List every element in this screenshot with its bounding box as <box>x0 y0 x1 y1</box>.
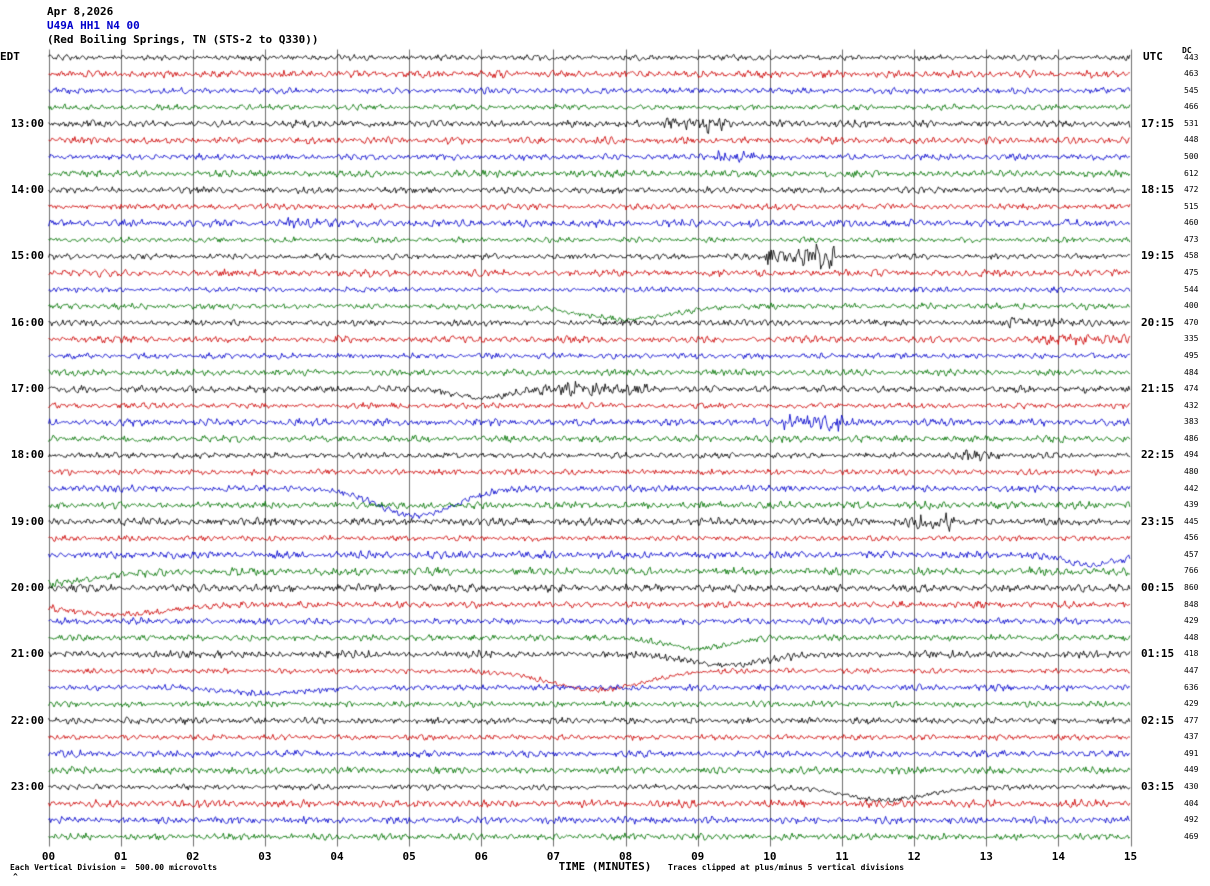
dc-value: 500 <box>1184 151 1199 161</box>
dc-value: 544 <box>1184 284 1199 294</box>
dc-value: 445 <box>1184 516 1199 526</box>
dc-value: 448 <box>1184 135 1199 145</box>
x-tick: 03 <box>258 850 272 863</box>
dc-value: 429 <box>1184 616 1199 626</box>
edt-label: 23:00 <box>10 780 44 794</box>
dc-value: 466 <box>1184 102 1199 112</box>
edt-label: 18:00 <box>10 448 44 462</box>
edt-label: 15:00 <box>10 249 44 263</box>
utc-label: 21:15 <box>1141 382 1175 396</box>
dc-value: 442 <box>1184 483 1199 493</box>
x-tick: 15 <box>1123 850 1138 863</box>
dc-value: 443 <box>1184 52 1199 62</box>
x-tick: 04 <box>330 850 344 863</box>
dc-value: 383 <box>1184 417 1199 427</box>
x-tick: 08 <box>618 850 633 863</box>
x-tick: 02 <box>186 850 200 863</box>
dc-value: 475 <box>1184 268 1199 278</box>
dc-value: 463 <box>1184 69 1199 79</box>
dc-value: 449 <box>1184 765 1199 775</box>
x-tick: 13 <box>979 850 993 863</box>
dc-value: 418 <box>1184 649 1199 659</box>
utc-label: 17:15 <box>1141 116 1175 130</box>
dc-value: 491 <box>1184 748 1199 758</box>
x-tick: 11 <box>835 850 849 863</box>
x-tick: 12 <box>907 850 921 863</box>
x-tick: 01 <box>114 850 128 863</box>
dc-value: 484 <box>1184 367 1199 377</box>
dc-value: 437 <box>1184 732 1199 742</box>
edt-label: 17:00 <box>10 382 44 396</box>
dc-value: 458 <box>1184 251 1199 261</box>
utc-label: 20:15 <box>1141 315 1175 329</box>
edt-label: 16:00 <box>10 315 44 329</box>
edt-label: 22:00 <box>10 713 44 727</box>
dc-value: 494 <box>1184 450 1199 460</box>
dc-value: 429 <box>1184 699 1199 709</box>
dc-value: 474 <box>1184 384 1199 394</box>
dc-value: 636 <box>1184 682 1199 692</box>
dc-value: 456 <box>1184 533 1199 543</box>
edt-label: 19:00 <box>10 514 44 528</box>
x-axis-title: TIME (MINUTES) <box>558 860 652 873</box>
dc-value: 492 <box>1184 815 1199 825</box>
edt-label: 20:00 <box>10 581 44 595</box>
corner-mark: ^ <box>13 872 18 881</box>
dc-value: 447 <box>1184 665 1199 675</box>
scale-note: Each Vertical Division = 500.00 microvol… <box>10 863 218 872</box>
x-tick: 14 <box>1051 850 1065 863</box>
dc-value: 457 <box>1184 549 1199 559</box>
x-tick: 00 <box>41 850 56 863</box>
dc-value: 404 <box>1184 798 1199 808</box>
dc-value: 545 <box>1184 85 1199 95</box>
x-tick: 05 <box>402 850 416 863</box>
dc-value: 766 <box>1184 566 1199 576</box>
utc-label: 00:15 <box>1141 581 1175 595</box>
utc-label: 22:15 <box>1141 448 1175 462</box>
x-tick: 09 <box>691 850 705 863</box>
dc-value: 473 <box>1184 234 1199 244</box>
dc-value: 400 <box>1184 301 1199 311</box>
utc-label: 18:15 <box>1141 183 1175 197</box>
dc-value: 460 <box>1184 218 1199 228</box>
dc-value: 477 <box>1184 715 1199 725</box>
utc-label: 23:15 <box>1141 514 1175 528</box>
dc-value: 472 <box>1184 185 1199 195</box>
dc-value: 448 <box>1184 632 1199 642</box>
dc-value: 531 <box>1184 118 1199 128</box>
x-tick: 07 <box>546 850 561 863</box>
dc-value: 495 <box>1184 350 1199 360</box>
dc-value: 848 <box>1184 599 1199 609</box>
utc-label: 19:15 <box>1141 249 1175 263</box>
clip-note: Traces clipped at plus/minus 5 vertical … <box>668 863 905 872</box>
dc-value: 469 <box>1184 831 1199 841</box>
edt-label: 14:00 <box>10 183 44 197</box>
dc-value: 860 <box>1184 583 1199 593</box>
dc-value: 612 <box>1184 168 1199 178</box>
x-tick: 10 <box>763 850 777 863</box>
dc-value: 430 <box>1184 782 1199 792</box>
dc-value: 439 <box>1184 500 1199 510</box>
edt-label: 13:00 <box>10 116 44 130</box>
utc-label: 01:15 <box>1141 647 1175 661</box>
x-tick: 06 <box>474 850 488 863</box>
dc-value: 480 <box>1184 467 1199 476</box>
dc-value: 432 <box>1184 400 1199 410</box>
edt-label: 21:00 <box>10 647 44 661</box>
utc-label: 03:15 <box>1141 780 1175 794</box>
dc-value: 335 <box>1184 334 1199 344</box>
dc-value: 486 <box>1184 433 1199 443</box>
dc-value: 515 <box>1184 201 1199 211</box>
utc-label: 02:15 <box>1141 713 1175 727</box>
dc-value: 470 <box>1184 317 1199 327</box>
